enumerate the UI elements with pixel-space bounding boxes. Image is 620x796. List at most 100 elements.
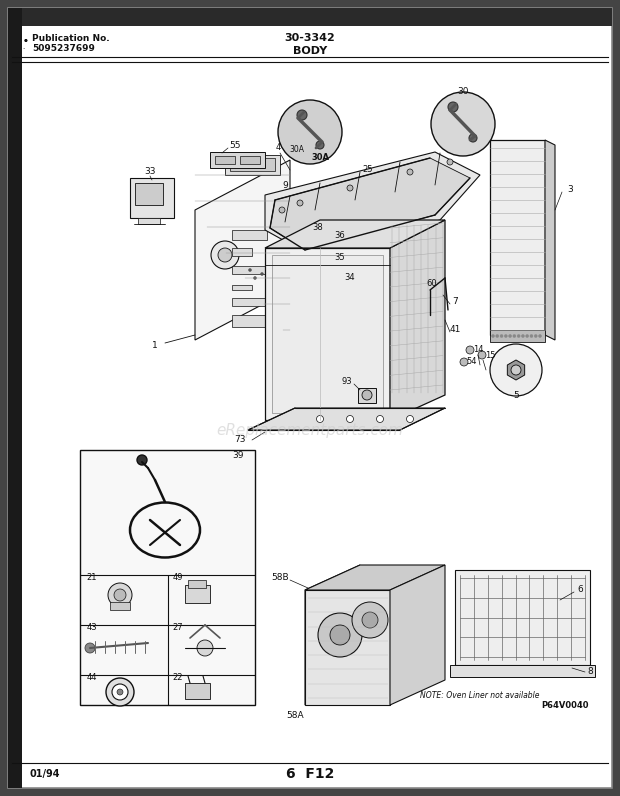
Circle shape [347,416,353,423]
Circle shape [260,272,264,275]
Bar [188,580,206,588]
Bar [210,152,265,168]
Circle shape [279,207,285,213]
Text: 8: 8 [587,668,593,677]
Circle shape [511,365,521,375]
Bar [455,570,590,665]
Text: 58B: 58B [271,573,289,583]
Circle shape [530,334,533,338]
Circle shape [376,416,384,423]
Text: Publication No.: Publication No. [32,34,110,43]
Text: 1: 1 [152,341,158,349]
Circle shape [407,416,414,423]
Circle shape [249,268,252,271]
Polygon shape [507,360,525,380]
Circle shape [108,583,132,607]
Text: 34: 34 [345,274,355,283]
Circle shape [478,351,486,359]
Text: 5095237699: 5095237699 [32,44,95,53]
Circle shape [318,613,362,657]
Circle shape [431,92,495,156]
Polygon shape [265,220,445,248]
Polygon shape [305,565,445,590]
Polygon shape [270,158,470,250]
Circle shape [85,643,95,653]
Circle shape [297,110,307,120]
Bar [225,155,280,175]
Polygon shape [390,220,445,420]
Text: 22: 22 [173,673,184,682]
Circle shape [137,455,147,465]
Text: 43: 43 [87,623,97,633]
Circle shape [197,640,213,656]
Circle shape [490,344,542,396]
Text: 30A: 30A [311,154,329,162]
Text: NOTE: Oven Liner not available: NOTE: Oven Liner not available [420,690,540,700]
Bar [232,298,267,306]
Text: eReplacementparts.com: eReplacementparts.com [216,423,404,438]
Text: 30-3342: 30-3342 [285,33,335,43]
Bar [358,388,376,403]
Circle shape [330,625,350,645]
Text: 35: 35 [335,253,345,263]
Bar [185,585,210,603]
Bar [450,665,595,677]
Circle shape [297,200,303,206]
Bar [138,218,160,224]
Text: •: • [22,36,28,46]
Circle shape [460,358,468,366]
Bar [8,8,22,788]
Circle shape [466,346,474,354]
Circle shape [117,689,123,695]
Polygon shape [195,160,290,340]
Text: 01/94: 01/94 [30,769,61,779]
Text: 7: 7 [452,298,458,306]
Circle shape [496,334,498,338]
Circle shape [254,276,257,279]
Circle shape [211,241,239,269]
Text: 30A: 30A [290,146,304,154]
Polygon shape [545,140,555,340]
Text: 21: 21 [87,573,97,583]
Bar [135,183,163,205]
Circle shape [500,334,503,338]
Bar [215,156,235,164]
Bar [230,158,275,171]
Text: 41: 41 [450,326,461,334]
Text: 9: 9 [282,181,288,190]
Circle shape [539,334,541,338]
Circle shape [362,612,378,628]
Circle shape [114,589,126,601]
Circle shape [526,334,529,338]
Bar [232,266,267,274]
Circle shape [347,185,353,191]
Text: 38: 38 [312,224,324,232]
Text: 6: 6 [577,586,583,595]
Circle shape [407,169,413,175]
Text: 44: 44 [87,673,97,682]
Circle shape [469,134,477,142]
Circle shape [448,102,458,112]
Circle shape [106,678,134,706]
Bar [185,683,210,699]
Text: 3: 3 [567,185,573,194]
Text: 36: 36 [335,231,345,240]
Bar [80,450,255,705]
Circle shape [513,334,516,338]
Polygon shape [390,565,445,705]
Text: BODY: BODY [293,46,327,56]
Circle shape [112,684,128,700]
Text: 60: 60 [427,279,437,287]
Text: ·: · [22,46,24,52]
Text: 14: 14 [472,345,483,354]
Circle shape [218,248,232,262]
Text: 5: 5 [513,392,519,400]
Circle shape [504,334,507,338]
Bar [110,602,130,610]
Circle shape [521,334,525,338]
Text: P64V0040: P64V0040 [541,701,589,711]
Bar [240,156,260,164]
Polygon shape [490,140,545,335]
Text: 93: 93 [342,377,352,387]
Text: 55: 55 [229,141,241,150]
